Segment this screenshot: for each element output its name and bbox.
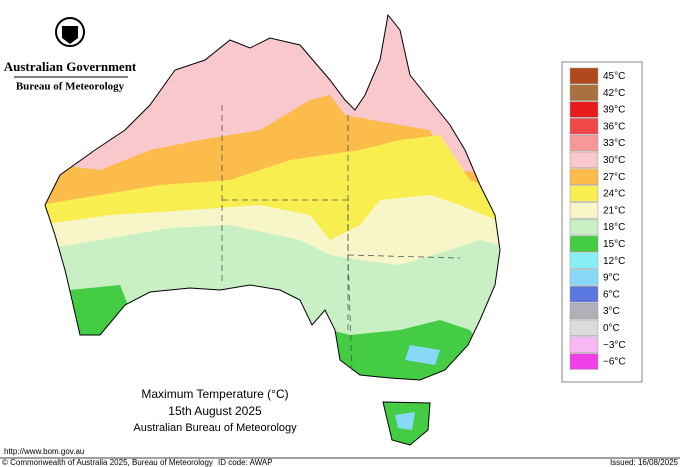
- legend-swatch: [569, 235, 599, 253]
- legend-label: 6°C: [603, 289, 620, 300]
- legend-swatch: [569, 84, 599, 101]
- legend-label: 36°C: [603, 121, 625, 132]
- legend-label: 21°C: [603, 205, 625, 216]
- legend-swatch: [569, 302, 599, 320]
- legend-label: −6°C: [603, 357, 626, 368]
- legend-label: 15°C: [603, 239, 625, 250]
- legend-label: 24°C: [603, 189, 625, 200]
- footer-url: http://www.bom.gov.au: [4, 447, 84, 456]
- legend-label: 33°C: [603, 138, 625, 149]
- legend-label: 12°C: [603, 256, 625, 267]
- coastline: [44, 13, 501, 446]
- legend-swatch: [569, 319, 599, 337]
- legend-label: −3°C: [603, 340, 626, 351]
- map-date: 15th August 2025: [168, 404, 262, 418]
- legend-swatch: [569, 101, 599, 118]
- state-borders: [221, 105, 461, 373]
- legend-swatch: [569, 185, 599, 202]
- footer-issued: Issued: 16/08/2025: [610, 458, 679, 467]
- legend-label: 45°C: [603, 71, 625, 82]
- legend-label: 30°C: [603, 155, 625, 166]
- legend-label: 42°C: [603, 88, 625, 99]
- legend-swatch: [569, 151, 599, 169]
- legend-swatch: [569, 218, 599, 236]
- legend-swatch: [569, 168, 599, 185]
- footer-id: ID code: AWAP: [218, 458, 273, 467]
- legend-swatch: [569, 67, 599, 85]
- map-title: Maximum Temperature (°C): [141, 387, 288, 401]
- bureau: Bureau of Meteorology: [16, 81, 125, 93]
- legend-swatch: [569, 118, 599, 135]
- legend-swatch: [569, 269, 599, 286]
- legend-swatch: [569, 202, 599, 219]
- legend-label: 39°C: [603, 105, 625, 116]
- legend-label: 3°C: [603, 306, 620, 317]
- legend-swatch: [569, 134, 599, 152]
- legend-swatch: [569, 353, 599, 370]
- legend-swatch: [569, 336, 599, 353]
- legend-label: 9°C: [603, 273, 620, 284]
- legend-label: 0°C: [603, 323, 620, 334]
- legend-label: 27°C: [603, 172, 625, 183]
- agency: Australian Government: [4, 59, 137, 74]
- legend-label: 18°C: [603, 222, 625, 233]
- map-source: Australian Bureau of Meteorology: [133, 422, 297, 434]
- legend-swatch: [569, 252, 599, 269]
- legend-swatch: [569, 286, 599, 303]
- footer-copyright: © Commonwealth of Australia 2025, Bureau…: [2, 458, 213, 467]
- logo: [55, 17, 85, 47]
